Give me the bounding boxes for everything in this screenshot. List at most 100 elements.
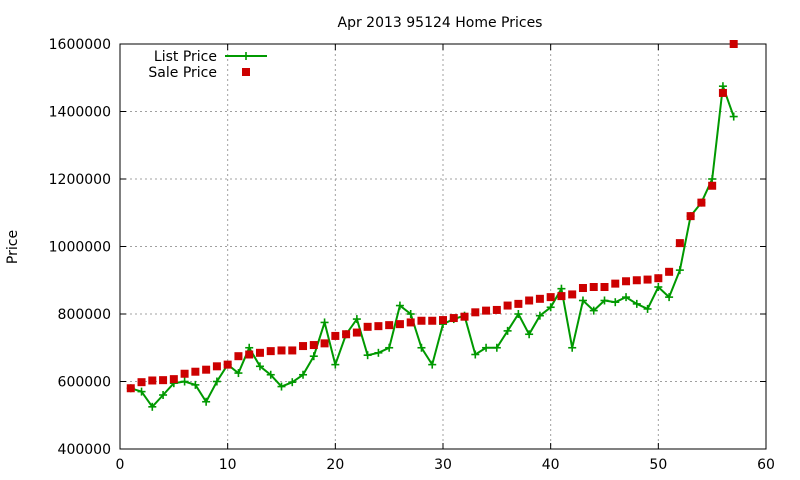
list-price-point xyxy=(654,283,663,291)
sale-price-point xyxy=(568,290,577,299)
sale-price-point xyxy=(169,375,178,384)
y-tick-label: 1400000 xyxy=(49,105,111,121)
sale-price-point xyxy=(352,328,361,337)
list-price-point xyxy=(675,266,684,275)
list-price-point xyxy=(202,397,211,406)
y-tick-label: 600000 xyxy=(58,375,111,391)
legend-label-sale-price: Sale Price xyxy=(148,65,217,81)
list-price-point xyxy=(137,387,146,396)
sale-price-point xyxy=(654,274,663,283)
sale-price-point xyxy=(632,276,641,285)
sale-price-point xyxy=(137,378,146,387)
y-tick-label: 1200000 xyxy=(49,172,111,188)
sale-price-point xyxy=(277,346,286,355)
x-tick-label: 10 xyxy=(219,457,237,473)
sale-price-point xyxy=(148,376,157,385)
x-tick-label: 0 xyxy=(116,457,125,473)
list-price-point xyxy=(159,391,168,399)
list-price-point xyxy=(557,284,566,293)
y-tick-label: 400000 xyxy=(58,442,111,458)
list-price-point xyxy=(299,370,308,379)
list-price-point xyxy=(406,310,415,318)
list-price-point xyxy=(578,296,587,305)
x-tick-label: 50 xyxy=(649,457,667,473)
list-price-point xyxy=(589,306,598,315)
sale-price-point xyxy=(460,312,469,321)
list-price-point xyxy=(180,377,189,386)
list-price-point xyxy=(277,382,286,391)
sale-price-point xyxy=(406,318,415,327)
list-price-point xyxy=(611,298,620,307)
list-price-point xyxy=(395,301,404,310)
sale-price-point xyxy=(729,40,738,48)
y-tick-label: 800000 xyxy=(58,307,111,323)
sale-price-point xyxy=(180,369,189,378)
list-price-point xyxy=(471,350,480,359)
list-price-point xyxy=(385,343,394,352)
list-price-point xyxy=(363,351,372,360)
sale-price-point xyxy=(622,277,631,286)
x-tick-label: 40 xyxy=(542,457,560,473)
sale-price-point xyxy=(471,308,480,317)
list-price-point xyxy=(643,304,652,313)
sale-price-point xyxy=(503,301,512,310)
list-price-point xyxy=(525,330,534,339)
sale-price-point xyxy=(675,239,684,248)
y-axis-label: Price xyxy=(5,230,21,264)
list-price-point xyxy=(568,343,577,352)
list-price-point xyxy=(148,402,157,411)
grid xyxy=(120,44,766,449)
sale-price-point xyxy=(309,341,318,350)
sale-price-point xyxy=(342,330,351,339)
sale-price-point xyxy=(159,376,168,385)
list-price-point xyxy=(492,343,501,352)
legend: List Price Sale Price xyxy=(148,49,267,81)
list-price-point xyxy=(374,348,383,357)
legend-marker-list-price xyxy=(242,52,250,60)
list-price-point xyxy=(320,318,329,327)
list-price-point xyxy=(729,112,738,121)
list-price-point xyxy=(535,311,544,320)
sale-price-point xyxy=(126,384,135,393)
x-tick-label: 20 xyxy=(326,457,344,473)
sale-price-point xyxy=(245,350,254,359)
list-price-point xyxy=(622,293,631,302)
list-price-point xyxy=(255,362,264,371)
list-price-point xyxy=(288,378,297,387)
list-price-point xyxy=(482,343,491,352)
sale-price-point xyxy=(492,305,501,314)
sale-price-point xyxy=(600,283,609,291)
sale-price-point xyxy=(374,322,383,331)
sale-price-point xyxy=(288,346,297,355)
list-price-point xyxy=(234,369,243,378)
list-price-point xyxy=(266,370,275,379)
sale-price-point xyxy=(266,347,275,356)
sale-price-point xyxy=(611,279,620,288)
sale-price-point xyxy=(299,342,308,351)
sale-price-point xyxy=(697,198,706,207)
legend-sample-list-price xyxy=(225,52,267,60)
list-price-point xyxy=(718,82,727,91)
sale-price-point xyxy=(439,316,447,325)
sale-price-point xyxy=(514,299,523,308)
legend-marker-sale-price xyxy=(242,68,250,76)
list-price-point xyxy=(600,296,609,305)
list-price-point xyxy=(212,377,221,386)
sale-price-point xyxy=(525,296,534,305)
sale-price-point xyxy=(482,306,491,315)
x-tick-label: 30 xyxy=(434,457,452,473)
sale-price-point xyxy=(212,362,221,371)
sale-price-point xyxy=(385,321,394,330)
sale-price-point xyxy=(535,294,544,303)
list-price-point xyxy=(546,303,555,312)
sale-price-point xyxy=(363,322,372,331)
list-price-point xyxy=(665,293,674,302)
sale-price-point xyxy=(320,339,329,348)
chart-title: Apr 2013 95124 Home Prices xyxy=(338,15,543,31)
axis-ticks: 0 10 20 30 40 50 60 400000 600000 800000 1000000 12… xyxy=(49,37,775,473)
sale-price-point xyxy=(191,367,200,376)
sale-price-point xyxy=(643,275,652,284)
list-price-point xyxy=(352,315,361,324)
sale-price-point xyxy=(202,365,211,374)
